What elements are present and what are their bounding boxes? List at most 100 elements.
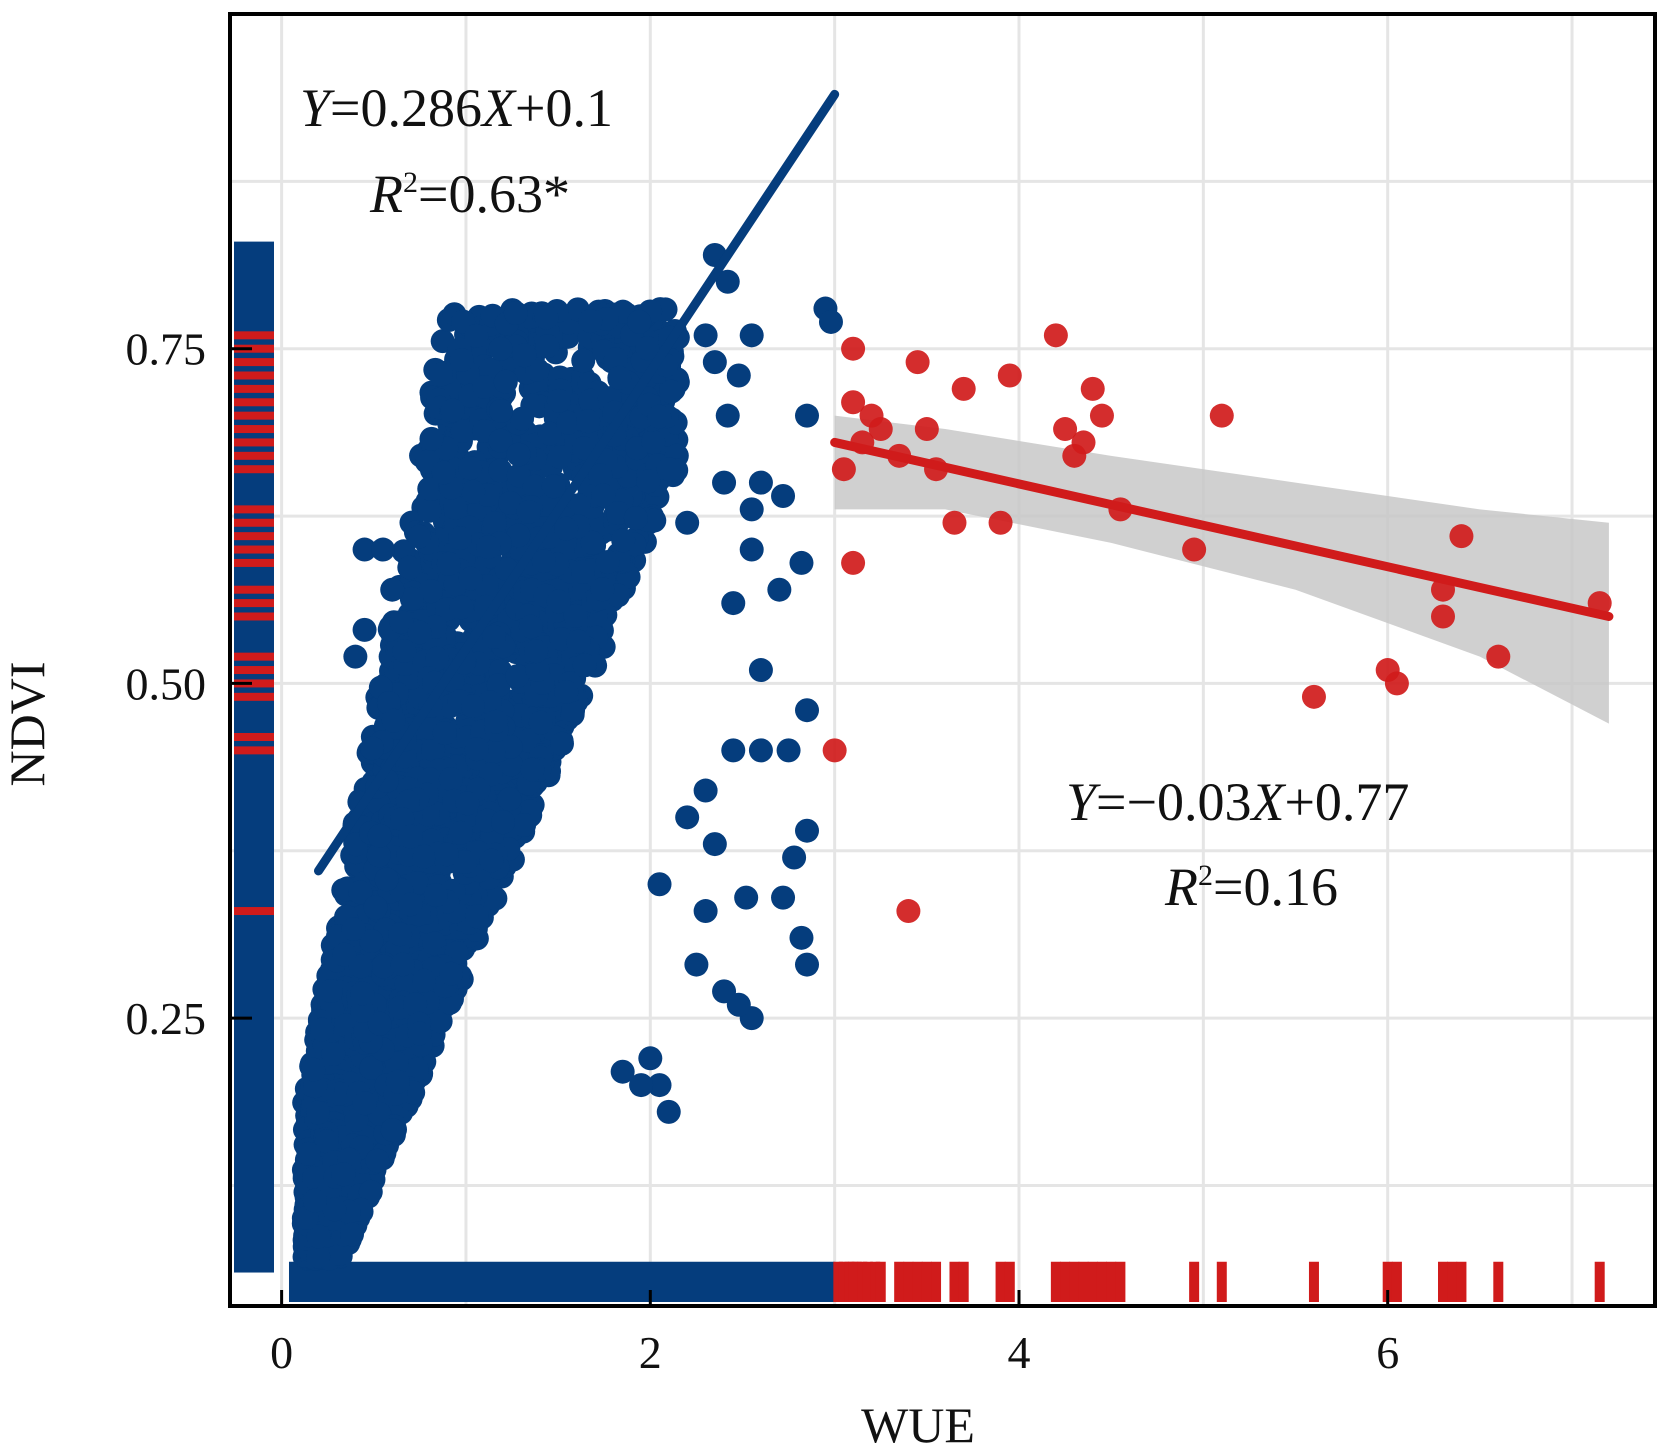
x-tick-label: 2 — [639, 1327, 662, 1378]
blue-point — [301, 1057, 326, 1082]
y-rug-red-mark — [234, 558, 274, 567]
blue-point — [443, 495, 468, 520]
blue-point — [623, 506, 648, 531]
blue-point — [726, 992, 751, 1017]
blue-point — [412, 844, 437, 869]
blue-point — [389, 610, 414, 635]
blue-point — [425, 646, 450, 671]
x-rug-red-mark — [1493, 1261, 1504, 1302]
red-point — [841, 336, 866, 361]
blue-point — [693, 778, 718, 803]
blue-point — [525, 657, 550, 682]
blue-point — [359, 1055, 384, 1080]
blue-point — [348, 954, 373, 979]
x-rug-red-mark — [912, 1261, 923, 1302]
y-rug-red-mark — [234, 732, 274, 741]
blue-point — [464, 323, 489, 348]
y-rug-red-mark — [234, 907, 274, 916]
blue-point — [412, 968, 437, 993]
x-rug-red-mark — [1216, 1261, 1227, 1302]
blue-point — [449, 347, 474, 372]
blue-point — [642, 508, 667, 533]
blue-point — [627, 309, 652, 334]
blue-point — [404, 1057, 429, 1082]
blue-point — [398, 892, 423, 917]
blue-point — [479, 848, 504, 873]
blue-point — [776, 738, 801, 763]
blue-point — [365, 1148, 390, 1173]
y-rug-red-mark — [234, 599, 274, 608]
blue-point — [392, 638, 417, 663]
x-rug-red-mark — [1438, 1261, 1449, 1302]
blue-point — [522, 474, 547, 499]
blue-point — [702, 832, 727, 857]
blue-point — [603, 347, 628, 372]
blue-point — [516, 499, 541, 524]
y-rug-red-mark — [234, 358, 274, 367]
red-point — [1449, 524, 1474, 549]
x-tick-label: 0 — [270, 1327, 293, 1378]
axis-ticks: 0 2 4 6 0.25 0.50 0.75 — [126, 324, 1400, 1378]
blue-point — [789, 550, 814, 575]
blue-point — [398, 824, 423, 849]
blue-point — [693, 323, 718, 348]
blue-point — [566, 629, 591, 654]
red-point — [1053, 417, 1078, 442]
red-fit-line — [830, 437, 1614, 621]
x-rug-red-mark — [875, 1261, 886, 1302]
red-point — [1384, 671, 1409, 696]
red-point — [1486, 644, 1511, 669]
blue-point — [343, 644, 368, 669]
blue-point — [484, 709, 509, 734]
x-rug-blue — [288, 1261, 835, 1302]
y-rug-red-mark — [234, 652, 274, 661]
red-point — [841, 390, 866, 415]
blue-point — [675, 510, 700, 535]
red-point — [1209, 403, 1234, 428]
blue-point — [407, 1021, 432, 1046]
blue-point — [656, 1099, 681, 1124]
blue-point — [635, 336, 660, 361]
rug-marks-group — [234, 241, 1605, 1302]
blue-point — [607, 365, 632, 390]
x-rug-red-mark — [1106, 1261, 1117, 1302]
x-rug-red-mark — [921, 1261, 932, 1302]
blue-point — [363, 895, 388, 920]
x-rug-red-mark — [1060, 1261, 1071, 1302]
x-rug-red-mark — [857, 1261, 868, 1302]
blue-point — [352, 1091, 377, 1116]
blue-point — [739, 537, 764, 562]
blue-point — [482, 511, 507, 536]
blue-point — [476, 535, 501, 560]
blue-point — [726, 363, 751, 388]
red-point — [1301, 684, 1326, 709]
y-rug-red-mark — [234, 585, 274, 594]
y-rug-red-mark — [234, 438, 274, 447]
blue-point — [571, 436, 596, 461]
blue-point — [449, 595, 474, 620]
x-rug-red-mark — [958, 1261, 969, 1302]
blue-point — [771, 885, 796, 910]
blue-point — [549, 731, 574, 756]
blue-point — [636, 469, 661, 494]
blue-point — [506, 442, 531, 467]
blue-point — [578, 388, 603, 413]
blue-point — [367, 1011, 392, 1036]
y-rug-red-mark — [234, 532, 274, 541]
blue-point — [488, 336, 513, 361]
blue-point — [352, 537, 377, 562]
blue-point — [359, 928, 384, 953]
blue-point — [428, 1009, 453, 1034]
blue-point — [535, 334, 560, 359]
y-rug-red-mark — [234, 518, 274, 527]
blue-point — [531, 549, 556, 574]
blue-point — [350, 981, 375, 1006]
red-point — [1043, 323, 1068, 348]
blue-point — [419, 426, 444, 451]
x-rug-red-mark — [1078, 1261, 1089, 1302]
x-rug-red-mark — [949, 1261, 960, 1302]
red-point — [831, 457, 856, 482]
blue-point — [528, 710, 553, 735]
blue-point — [423, 883, 448, 908]
